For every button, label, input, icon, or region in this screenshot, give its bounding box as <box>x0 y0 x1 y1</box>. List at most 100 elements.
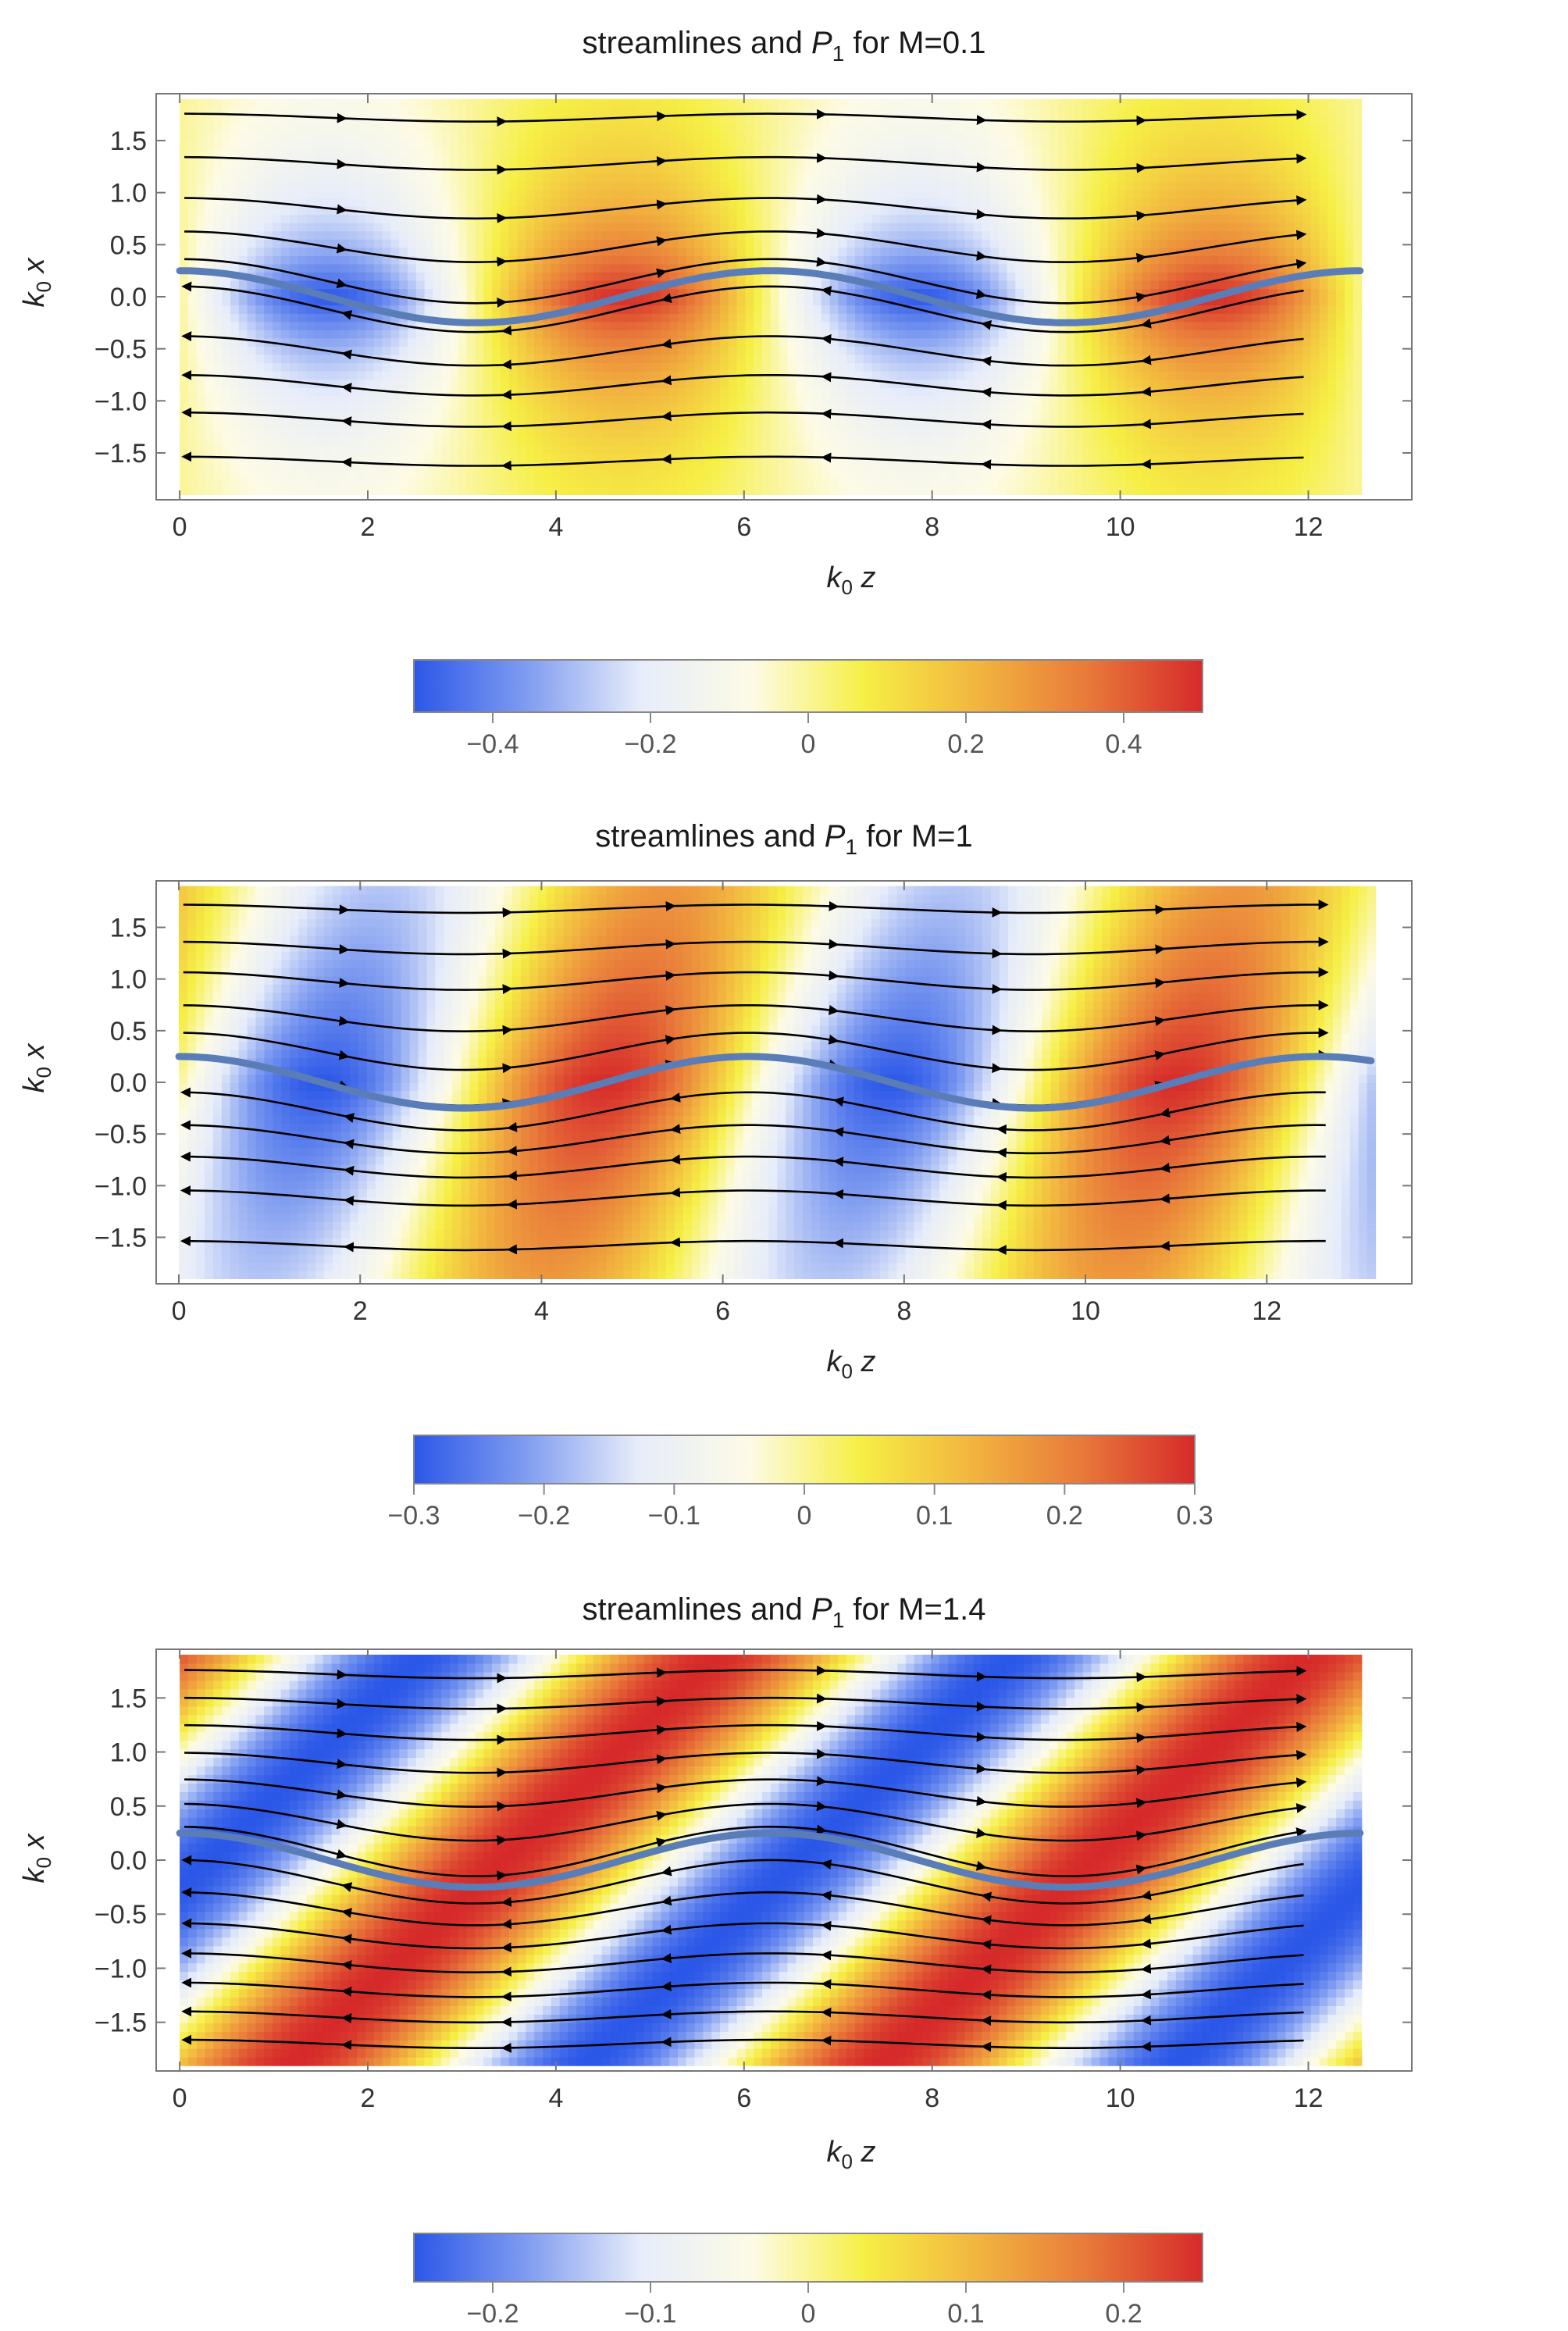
heat-cell <box>517 371 526 380</box>
heat-cell <box>196 148 206 158</box>
heat-cell <box>399 404 408 413</box>
heat-cell <box>458 445 468 454</box>
heat-cell <box>357 165 366 174</box>
heat-cell <box>390 223 400 232</box>
heat-cell <box>331 462 341 471</box>
heat-cell <box>323 362 333 372</box>
heat-cell <box>745 230 754 240</box>
heat-cell <box>433 115 442 124</box>
heat-cell <box>298 98 307 108</box>
heat-cell <box>863 98 873 108</box>
heat-cell <box>238 297 248 306</box>
heat-cell <box>838 420 847 429</box>
heat-cell <box>745 173 754 182</box>
heat-cell <box>247 263 256 273</box>
heat-cell <box>922 486 932 495</box>
heat-cell <box>306 255 315 265</box>
heat-cell <box>373 247 383 256</box>
heat-cell <box>508 305 519 314</box>
heat-cell <box>331 379 341 388</box>
heat-cell <box>298 280 307 290</box>
heat-cell <box>643 305 654 314</box>
heat-cell <box>264 379 273 388</box>
heat-cell <box>635 478 645 487</box>
heat-cell <box>238 214 248 223</box>
heat-cell <box>813 305 822 314</box>
heat-cell <box>982 395 991 405</box>
heat-cell <box>973 280 982 290</box>
heat-cell <box>610 395 619 405</box>
heat-cell <box>450 437 459 446</box>
heat-cell <box>863 453 873 462</box>
heat-cell <box>213 123 223 133</box>
heat-cell <box>804 313 814 323</box>
heat-cell <box>973 346 982 355</box>
heat-cell <box>711 189 721 198</box>
heat-cell <box>745 462 754 471</box>
heat-cell <box>998 148 1008 158</box>
heat-cell <box>382 255 391 265</box>
heat-cell <box>593 428 603 438</box>
heat-cell <box>829 321 839 330</box>
heat-cell <box>1024 412 1033 421</box>
heat-cell <box>770 313 780 323</box>
heat-cell <box>871 346 881 355</box>
heat-cell <box>905 156 915 166</box>
heat-cell <box>889 123 898 133</box>
heat-cell <box>618 437 628 446</box>
heat-cell <box>323 156 333 166</box>
heat-cell <box>643 354 654 364</box>
heat-cell <box>433 189 442 198</box>
heat-cell <box>255 107 265 116</box>
heat-cell <box>804 98 814 108</box>
heat-cell <box>415 205 426 216</box>
heat-cell <box>424 230 433 240</box>
heat-cell <box>289 173 299 182</box>
heat-cell <box>711 288 721 298</box>
heat-cell <box>306 478 315 487</box>
heat-cell <box>415 156 426 166</box>
heat-cell <box>686 189 696 198</box>
heat-cell <box>1015 321 1025 330</box>
heat-cell <box>1032 123 1042 133</box>
heat-cell <box>880 205 889 216</box>
heat-cell <box>340 140 349 149</box>
heat-cell <box>686 123 696 133</box>
heat-cell <box>846 115 856 124</box>
heat-cell <box>492 189 501 198</box>
heat-cell <box>939 272 949 281</box>
heat-cell <box>585 189 594 198</box>
heat-cell <box>222 305 231 314</box>
heat-cell <box>762 453 772 462</box>
heat-cell <box>990 173 1000 182</box>
heat-cell <box>703 107 712 116</box>
heat-cell <box>736 404 747 413</box>
heat-cell <box>889 223 898 232</box>
heat-cell <box>1024 223 1033 232</box>
heat-cell <box>669 107 679 116</box>
heat-cell <box>905 362 915 372</box>
heat-cell <box>618 239 628 248</box>
heat-cell <box>728 428 738 438</box>
heat-cell <box>610 205 619 216</box>
heat-cell <box>475 305 484 314</box>
heat-cell <box>1040 395 1050 405</box>
heat-cell <box>990 107 1000 116</box>
heat-cell <box>973 181 982 191</box>
heat-cell <box>754 115 763 124</box>
heat-cell <box>1015 140 1025 149</box>
heat-cell <box>508 453 519 462</box>
heat-cell <box>492 420 501 429</box>
heat-cell <box>450 272 459 281</box>
heat-cell <box>643 453 654 462</box>
heat-cell <box>382 445 391 454</box>
heat-cell <box>610 453 619 462</box>
heat-cell <box>222 247 231 256</box>
heat-cell <box>559 379 568 388</box>
heat-cell <box>348 313 358 323</box>
heat-cell <box>323 214 333 223</box>
heat-cell <box>230 214 240 223</box>
heat-cell <box>736 379 747 388</box>
heat-cell <box>703 214 712 223</box>
heat-cell <box>678 131 687 141</box>
